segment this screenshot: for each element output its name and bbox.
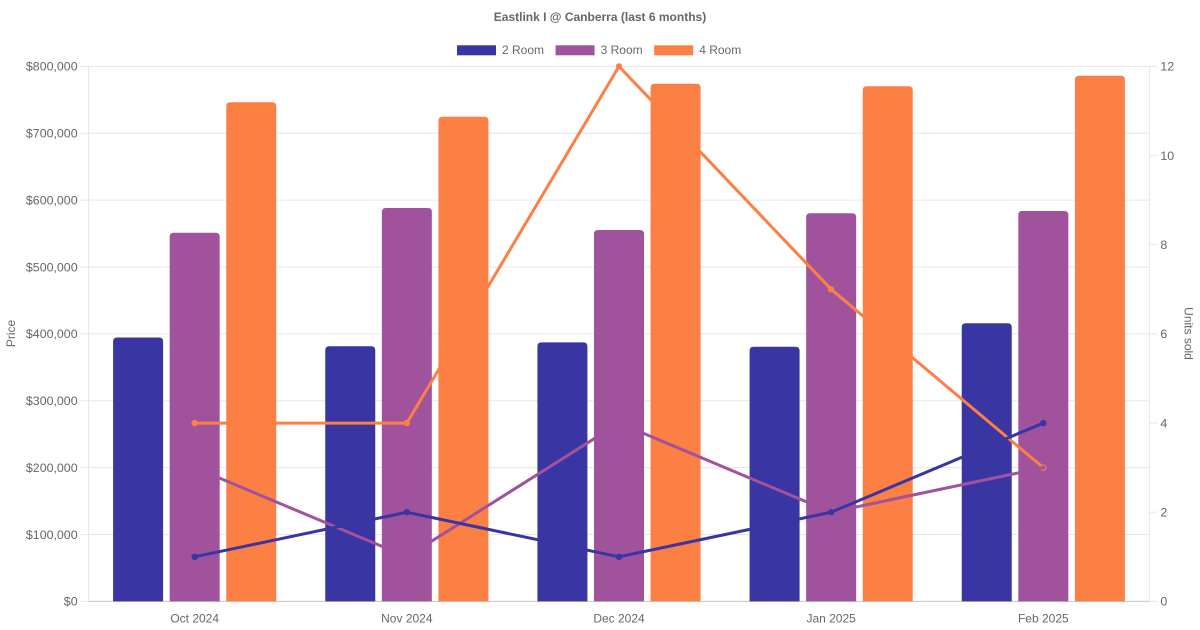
svg-text:10: 10: [1160, 149, 1174, 163]
svg-text:$100,000: $100,000: [26, 528, 78, 542]
svg-text:$400,000: $400,000: [26, 327, 78, 341]
svg-text:4 Room: 4 Room: [699, 43, 741, 57]
svg-text:$600,000: $600,000: [26, 193, 78, 207]
svg-text:Oct 2024: Oct 2024: [170, 612, 219, 626]
svg-text:Jan 2025: Jan 2025: [806, 612, 856, 626]
svg-text:$200,000: $200,000: [26, 461, 78, 475]
svg-text:$500,000: $500,000: [26, 260, 78, 274]
svg-text:0: 0: [1160, 595, 1167, 609]
svg-text:Units sold: Units sold: [1182, 307, 1196, 360]
svg-text:12: 12: [1160, 60, 1174, 74]
svg-text:6: 6: [1160, 327, 1167, 341]
svg-text:$300,000: $300,000: [26, 394, 78, 408]
svg-text:$800,000: $800,000: [26, 60, 78, 74]
svg-text:$700,000: $700,000: [26, 127, 78, 141]
svg-text:8: 8: [1160, 238, 1167, 252]
svg-text:$0: $0: [64, 595, 78, 609]
svg-text:Feb 2025: Feb 2025: [1018, 612, 1069, 626]
svg-text:3 Room: 3 Room: [601, 43, 643, 57]
svg-text:2: 2: [1160, 506, 1167, 520]
svg-text:4: 4: [1160, 416, 1167, 430]
svg-text:Eastlink I @ Canberra (last 6: Eastlink I @ Canberra (last 6 months): [494, 10, 706, 24]
svg-text:Dec 2024: Dec 2024: [593, 612, 645, 626]
svg-text:Nov 2024: Nov 2024: [381, 612, 433, 626]
svg-text:2 Room: 2 Room: [502, 43, 544, 57]
svg-text:Price: Price: [4, 320, 18, 348]
